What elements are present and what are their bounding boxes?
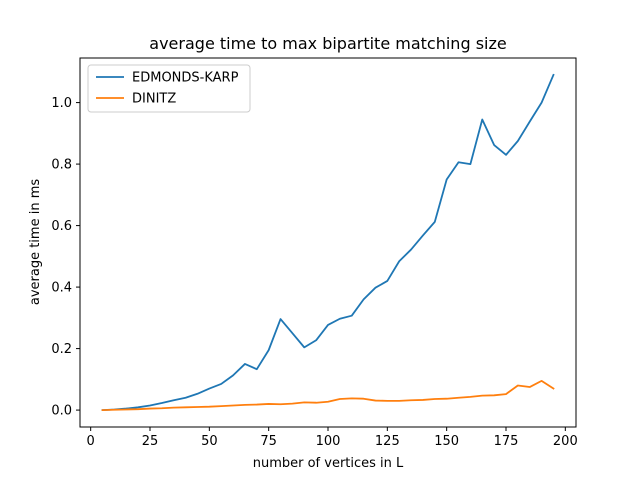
x-tick-label: 100 <box>316 434 341 449</box>
y-tick-label: 0.8 <box>51 158 72 173</box>
series-line-dinitz <box>101 379 555 412</box>
chart-title: average time to max bipartite matching s… <box>149 34 506 53</box>
legend-label-edmonds-karp: EDMONDS-KARP <box>132 71 239 86</box>
x-tick-label: 75 <box>260 434 277 449</box>
x-tick-label: 125 <box>375 434 400 449</box>
x-tick-label: 50 <box>201 434 218 449</box>
y-axis-label: average time in ms <box>28 179 43 306</box>
x-tick-label: 150 <box>434 434 459 449</box>
axes: 0 25 50 75 100 125 150 175 200 0.0 0.2 0.4 0.6 0.8 1.0 <box>51 57 578 449</box>
y-tick-label: 0.4 <box>51 281 72 296</box>
y-tick-label: 0.2 <box>51 342 72 357</box>
x-tick-label: 175 <box>494 434 519 449</box>
x-tick-label: 25 <box>142 434 159 449</box>
y-tick-label: 0.0 <box>51 404 72 419</box>
legend-label-dinitz: DINITZ <box>132 92 176 107</box>
y-tick-label: 0.6 <box>51 219 72 234</box>
x-axis-label: number of vertices in L <box>253 456 404 471</box>
x-tick-label: 0 <box>87 434 95 449</box>
x-tick-label: 200 <box>553 434 578 449</box>
plot-area <box>101 73 555 412</box>
legend: EDMONDS-KARP DINITZ <box>87 64 251 113</box>
series-line-edmonds-karp <box>101 73 555 412</box>
y-tick-label: 1.0 <box>51 96 72 111</box>
legend-box <box>87 64 251 113</box>
